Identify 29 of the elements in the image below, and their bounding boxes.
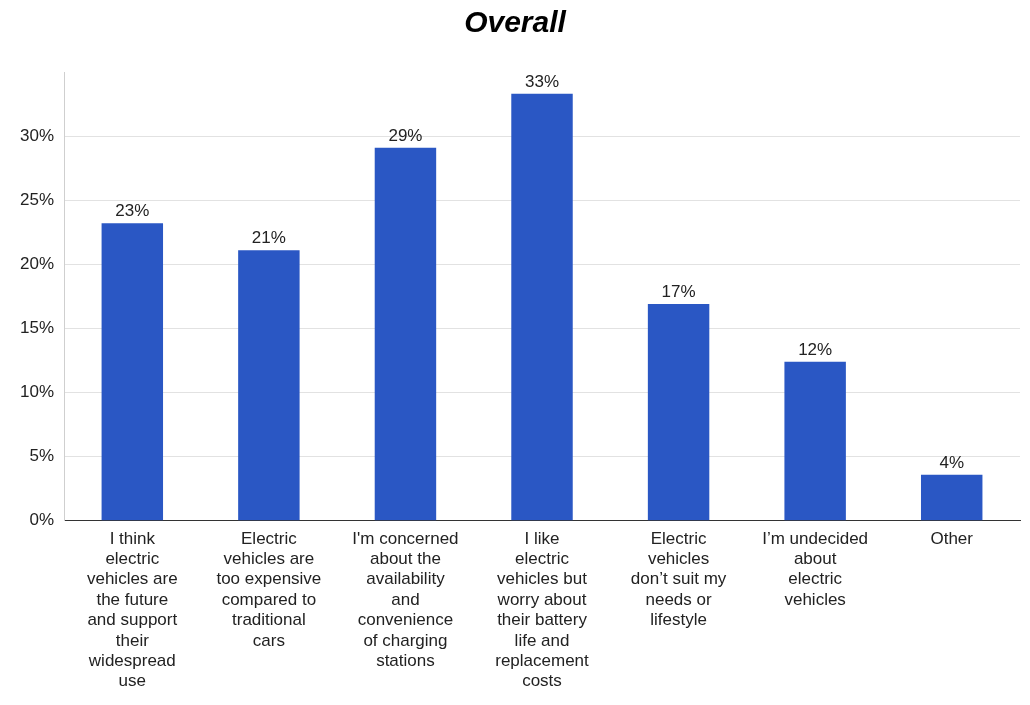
x-tick-label: Electric vehicles are too expensive compared to traditional cars — [216, 528, 322, 650]
bar — [784, 361, 846, 521]
bar — [920, 474, 983, 521]
x-tick-label: I’m undecided about electric vehicles — [762, 528, 869, 609]
y-tick-label: 5% — [29, 446, 55, 466]
bar — [647, 304, 710, 521]
chart-title: Overall — [464, 5, 567, 39]
data-label: 4% — [939, 452, 965, 472]
y-tick-label: 10% — [19, 382, 55, 402]
data-label: 29% — [388, 125, 423, 145]
y-tick-label: 30% — [19, 125, 55, 145]
x-tick-label: I think electric vehicles are the future and support their widespread use — [86, 528, 178, 691]
y-tick-label: 20% — [19, 254, 55, 274]
y-tick-label: 25% — [19, 189, 55, 209]
data-label: 12% — [798, 339, 833, 359]
y-tick-label: 0% — [29, 510, 55, 530]
x-tick-label: I'm concerned about the availability and convenience of charging stations — [352, 528, 459, 671]
bar — [238, 250, 300, 521]
x-tick-label: I like electric vehicles but worry about their battery life and replacement costs — [495, 528, 590, 691]
data-label: 33% — [525, 71, 560, 91]
x-tick-label: Other — [930, 528, 974, 548]
data-label: 17% — [661, 282, 696, 302]
x-tick-label: Electric vehicles don’t suit my needs or lifestyle — [630, 528, 727, 630]
data-label: 21% — [251, 228, 286, 248]
bar — [511, 93, 573, 521]
bar — [101, 223, 164, 521]
bar — [374, 147, 437, 521]
data-label: 23% — [115, 201, 150, 221]
y-tick-label: 15% — [19, 318, 55, 338]
